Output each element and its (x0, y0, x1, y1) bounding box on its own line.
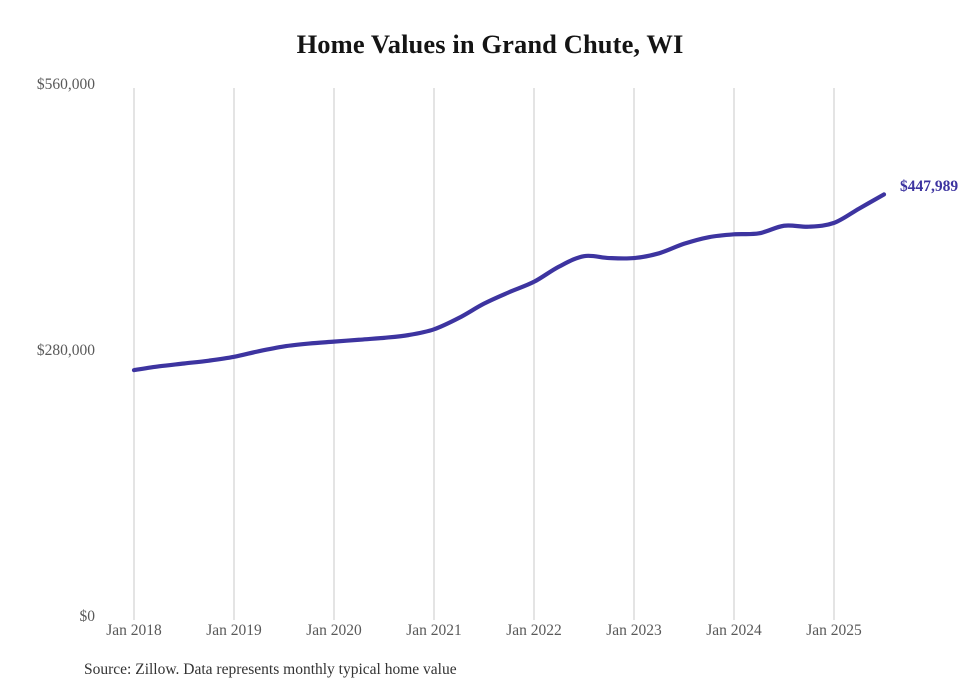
home-value-line-path (131, 192, 887, 373)
chart-title: Home Values in Grand Chute, WI (296, 29, 684, 59)
end-value-annotation: $447,989 (900, 178, 959, 196)
x-tick-label-jan-2024: Jan 2024 (706, 622, 762, 639)
y-tick-label-0: $0 (79, 608, 96, 625)
x-tick-label-jan-2018: Jan 2018 (106, 622, 162, 639)
x-tick-label-jan-2025: Jan 2025 (806, 622, 862, 639)
x-tick-label-jan-2021: Jan 2021 (406, 622, 462, 639)
x-gridlines (133, 88, 835, 620)
x-tick-label-jan-2022: Jan 2022 (506, 622, 562, 639)
x-tick-label-jan-2019: Jan 2019 (206, 622, 262, 639)
source-note: Source: Zillow. Data represents monthly … (84, 661, 457, 678)
x-tick-label-jan-2020: Jan 2020 (306, 622, 362, 639)
y-tick-label-280000: $280,000 (36, 342, 95, 359)
home-value-line (131, 192, 887, 373)
x-tick-label-jan-2023: Jan 2023 (606, 622, 662, 639)
y-tick-label-560000: $560,000 (36, 76, 95, 93)
